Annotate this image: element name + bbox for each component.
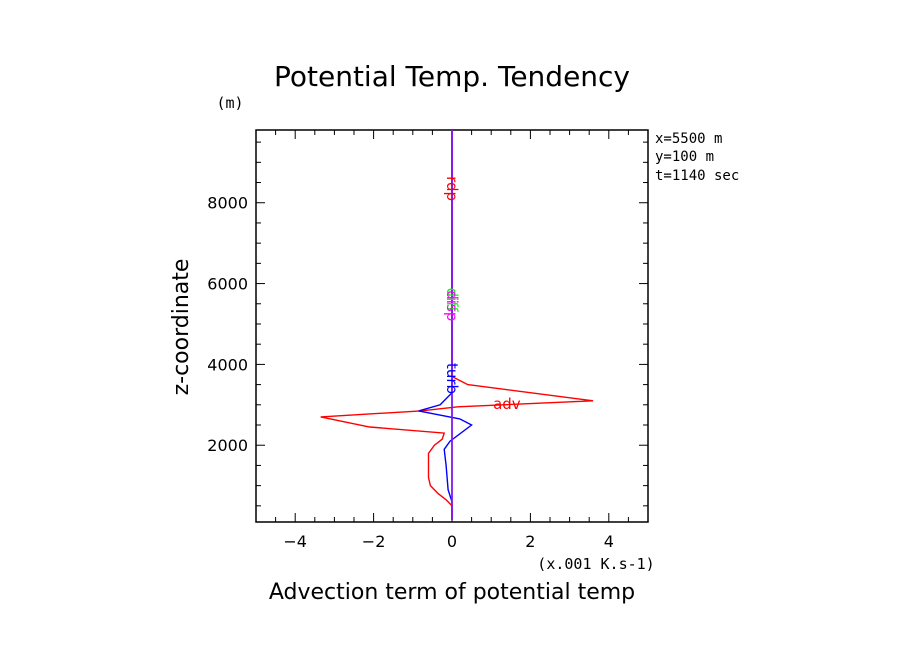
y-tick-label: 2000 xyxy=(207,436,248,455)
x-tick-label: 0 xyxy=(447,532,457,551)
series-label-diff: diff xyxy=(443,288,461,313)
series-line-adv xyxy=(320,130,594,520)
info-line-t: t=1140 sec xyxy=(655,168,739,184)
y-axis-label: z-coordinate xyxy=(169,259,194,396)
series-line-turb xyxy=(418,130,473,520)
info-line-x: x=5500 m xyxy=(655,131,722,147)
series-label-rdp: rdp xyxy=(443,176,461,201)
y-tick-label: 8000 xyxy=(207,194,248,213)
y-tick-label: 6000 xyxy=(207,275,248,294)
x-tick-label: −4 xyxy=(283,532,307,551)
series-label-disp: disp xyxy=(443,290,461,321)
x-axis-unit: (x.001 K.s-1) xyxy=(537,555,654,573)
x-tick-label: 2 xyxy=(525,532,535,551)
x-tick-label: 4 xyxy=(604,532,614,551)
y-axis-unit: (m) xyxy=(216,94,243,112)
y-tick-label: 4000 xyxy=(207,355,248,374)
chart-title: Potential Temp. Tendency xyxy=(274,60,630,93)
info-box: x=5500 m y=100 m t=1140 sec xyxy=(655,131,739,184)
x-tick-label: −2 xyxy=(362,532,386,551)
info-line-y: y=100 m xyxy=(655,149,714,165)
x-axis-label: Advection term of potential temp xyxy=(269,580,635,605)
series-label-turb: turb xyxy=(443,363,461,394)
series-label-adv: adv xyxy=(493,395,521,413)
